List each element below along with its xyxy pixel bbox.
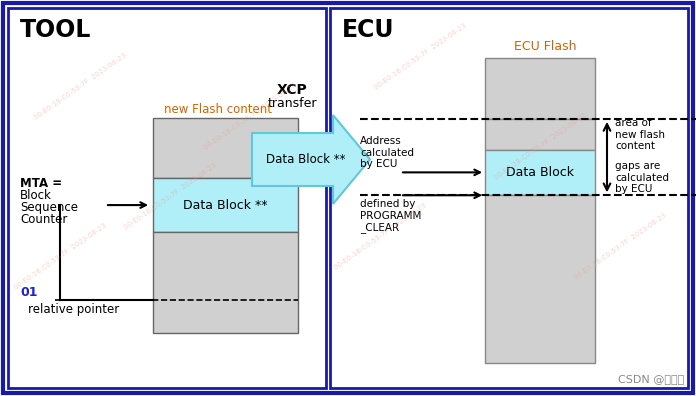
Text: new Flash content: new Flash content — [164, 103, 272, 116]
Text: 00-E0-18-C0-53-7F  2023-08-23: 00-E0-18-C0-53-7F 2023-08-23 — [373, 22, 467, 90]
Text: relative pointer: relative pointer — [28, 303, 119, 316]
Text: transfer: transfer — [268, 97, 317, 110]
Text: 01: 01 — [20, 286, 38, 299]
Bar — [485, 150, 595, 195]
Text: ECU Flash: ECU Flash — [514, 40, 576, 53]
Text: Data Block: Data Block — [506, 166, 574, 179]
Text: Data Block **: Data Block ** — [267, 153, 346, 166]
Bar — [330, 8, 688, 388]
Text: 00-E0-18-C0-53-7F  2023-08-23: 00-E0-18-C0-53-7F 2023-08-23 — [203, 82, 297, 150]
Polygon shape — [252, 115, 370, 204]
Text: 00-E0-18-C0-53-7F  2023-08-23: 00-E0-18-C0-53-7F 2023-08-23 — [493, 112, 587, 180]
Text: Block: Block — [20, 188, 52, 202]
Text: XCP: XCP — [277, 83, 308, 97]
Text: Address
calculated
by ECU: Address calculated by ECU — [360, 136, 414, 169]
Text: 00-E0-18-C0-53-7F  2023-08-23: 00-E0-18-C0-53-7F 2023-08-23 — [33, 51, 127, 120]
Text: Sequence: Sequence — [20, 201, 78, 213]
Text: TOOL: TOOL — [20, 18, 91, 42]
Text: 00-E0-18-C0-53-7F  2023-08-23: 00-E0-18-C0-53-7F 2023-08-23 — [333, 202, 427, 270]
Bar — [8, 8, 326, 388]
Text: MTA =: MTA = — [20, 177, 62, 190]
Bar — [485, 195, 595, 363]
Text: Data Block **: Data Block ** — [183, 198, 268, 211]
Bar — [485, 119, 595, 150]
Text: 00-E0-18-C0-53-7F  2023-08-23: 00-E0-18-C0-53-7F 2023-08-23 — [122, 162, 217, 230]
Text: 00-E0-18-C0-53-7F  2023-08-23: 00-E0-18-C0-53-7F 2023-08-23 — [573, 212, 667, 280]
Text: ECU: ECU — [342, 18, 395, 42]
Text: 00-E0-18-C0-53-7F  2023-08-23: 00-E0-18-C0-53-7F 2023-08-23 — [13, 222, 107, 290]
Bar — [153, 118, 298, 178]
Text: area of
new flash
content: area of new flash content — [615, 118, 665, 151]
Bar — [153, 178, 298, 232]
Text: Counter: Counter — [20, 213, 68, 226]
Text: gaps are
calculated
by ECU: gaps are calculated by ECU — [615, 161, 669, 194]
Bar — [153, 232, 298, 333]
Text: defined by
PROGRAMM
_CLEAR: defined by PROGRAMM _CLEAR — [360, 199, 421, 233]
Text: CSDN @小猎瓜: CSDN @小猎瓜 — [618, 374, 684, 384]
Bar — [485, 58, 595, 119]
